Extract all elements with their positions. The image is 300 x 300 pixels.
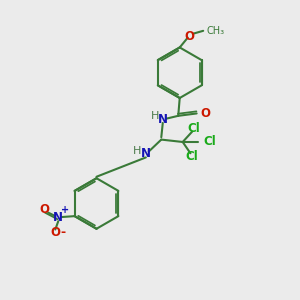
Text: N: N xyxy=(53,211,63,224)
Text: -: - xyxy=(60,226,65,239)
Text: +: + xyxy=(61,205,69,214)
Text: H: H xyxy=(133,146,142,157)
Text: Cl: Cl xyxy=(188,122,200,135)
Text: N: N xyxy=(158,113,168,126)
Text: Cl: Cl xyxy=(203,136,216,148)
Text: N: N xyxy=(141,147,151,161)
Text: H: H xyxy=(151,111,160,122)
Text: O: O xyxy=(39,203,49,216)
Text: O: O xyxy=(200,107,210,120)
Text: O: O xyxy=(50,226,60,239)
Text: O: O xyxy=(184,30,194,43)
Text: CH₃: CH₃ xyxy=(206,26,224,36)
Text: Cl: Cl xyxy=(185,150,198,163)
